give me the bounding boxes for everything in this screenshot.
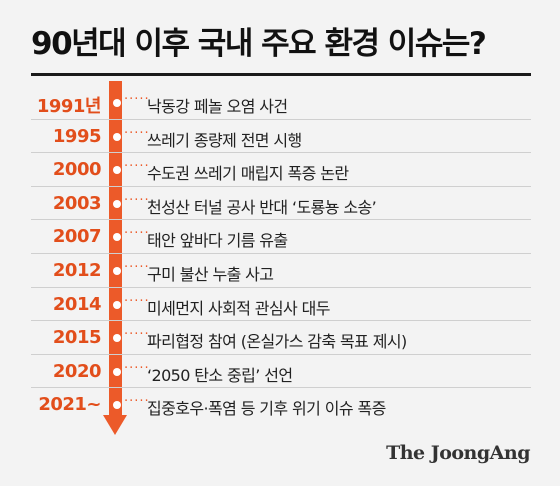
timeline-dot-icon — [113, 132, 121, 141]
timeline-dot-icon — [113, 367, 121, 376]
row-divider — [31, 286, 531, 288]
leader-dots-icon: ····· — [124, 125, 150, 141]
event-year: 1991년 — [36, 96, 102, 117]
timeline-event: 2012 ····· 구미 불산 누출 사고 — [31, 254, 531, 288]
publisher-logo: The JoongAng — [386, 442, 530, 464]
event-year: 2015 — [52, 327, 102, 349]
timeline-list: 1991년 ····· 낙동강 페놀 오염 사건 1995 ····· 쓰레기 … — [31, 86, 531, 422]
leader-dots-icon: ····· — [124, 226, 150, 242]
leader-dots-icon: ····· — [124, 159, 150, 175]
timeline-event: 2014 ····· 미세먼지 사회적 관심사 대두 — [31, 288, 531, 322]
event-year: 2012 — [52, 259, 102, 281]
event-year: 2020 — [52, 360, 102, 382]
event-year: 2014 — [52, 293, 102, 315]
leader-dots-icon: ····· — [124, 192, 150, 208]
event-description: ‘2050 탄소 중립’ 선언 — [147, 365, 293, 385]
timeline-arrow-icon — [103, 415, 127, 435]
event-description: 낙동강 페놀 오염 사건 — [147, 97, 288, 116]
leader-dots-icon: ····· — [124, 394, 150, 410]
timeline-dot-icon — [113, 334, 121, 343]
event-year: 2021~ — [38, 394, 101, 416]
row-divider — [31, 219, 531, 221]
event-description: 수도권 쓰레기 매립지 폭증 논란 — [147, 164, 349, 184]
event-description: 파리협정 참여 (온실가스 감축 목표 제시) — [147, 332, 407, 352]
event-year: 2000 — [52, 159, 102, 181]
timeline-event: 2021~ ····· 집중호우·폭염 등 기후 위기 이슈 폭증 — [31, 388, 531, 422]
row-divider — [31, 387, 531, 389]
leader-dots-icon: ····· — [124, 293, 150, 309]
leader-dots-icon: ····· — [124, 360, 150, 376]
event-description: 미세먼지 사회적 관심사 대두 — [147, 298, 331, 318]
timeline-bar — [109, 81, 122, 415]
event-description: 천성산 터널 공사 반대 ‘도룡뇽 소송’ — [147, 197, 377, 217]
timeline-dot-icon — [113, 266, 121, 275]
leader-dots-icon: ····· — [124, 327, 150, 343]
page-title: 90년대 이후 국내 주요 환경 이슈는? — [31, 26, 487, 62]
timeline-dot-icon — [113, 166, 121, 175]
timeline-dot-icon — [113, 199, 121, 208]
title-divider — [31, 73, 531, 76]
row-divider — [31, 353, 531, 355]
event-description: 쓰레기 종량제 전면 시행 — [147, 130, 302, 150]
row-divider — [31, 118, 531, 120]
leader-dots-icon: ····· — [124, 259, 150, 275]
timeline-event: 2000 ····· 수도권 쓰레기 매립지 폭증 논란 — [31, 153, 531, 187]
timeline-event: 1995 ····· 쓰레기 종량제 전면 시행 — [31, 120, 531, 154]
timeline-event: 2003 ····· 천성산 터널 공사 반대 ‘도룡뇽 소송’ — [31, 187, 531, 221]
row-divider — [31, 152, 531, 154]
event-description: 태안 앞바다 기름 유출 — [147, 231, 288, 251]
timeline-event: 2007 ····· 태안 앞바다 기름 유출 — [31, 220, 531, 254]
timeline-event: 2015 ····· 파리협정 참여 (온실가스 감축 목표 제시) — [31, 321, 531, 355]
timeline-dot-icon — [113, 401, 121, 410]
timeline-dot-icon — [113, 300, 121, 309]
row-divider — [31, 252, 531, 254]
event-year: 1995 — [52, 125, 102, 147]
event-description: 구미 불산 누출 사고 — [147, 264, 274, 284]
leader-dots-icon: ····· — [124, 92, 150, 107]
timeline-event: 1991년 ····· 낙동강 페놀 오염 사건 — [31, 86, 531, 120]
timeline-dot-icon — [113, 233, 121, 242]
row-divider — [31, 185, 531, 187]
event-year: 2003 — [52, 192, 102, 214]
timeline-event: 2020 ····· ‘2050 탄소 중립’ 선언 — [31, 355, 531, 389]
timeline-dot-icon — [113, 99, 121, 107]
row-divider — [31, 320, 531, 322]
event-description: 집중호우·폭염 등 기후 위기 이슈 폭증 — [147, 399, 386, 419]
event-year: 2007 — [52, 226, 102, 248]
